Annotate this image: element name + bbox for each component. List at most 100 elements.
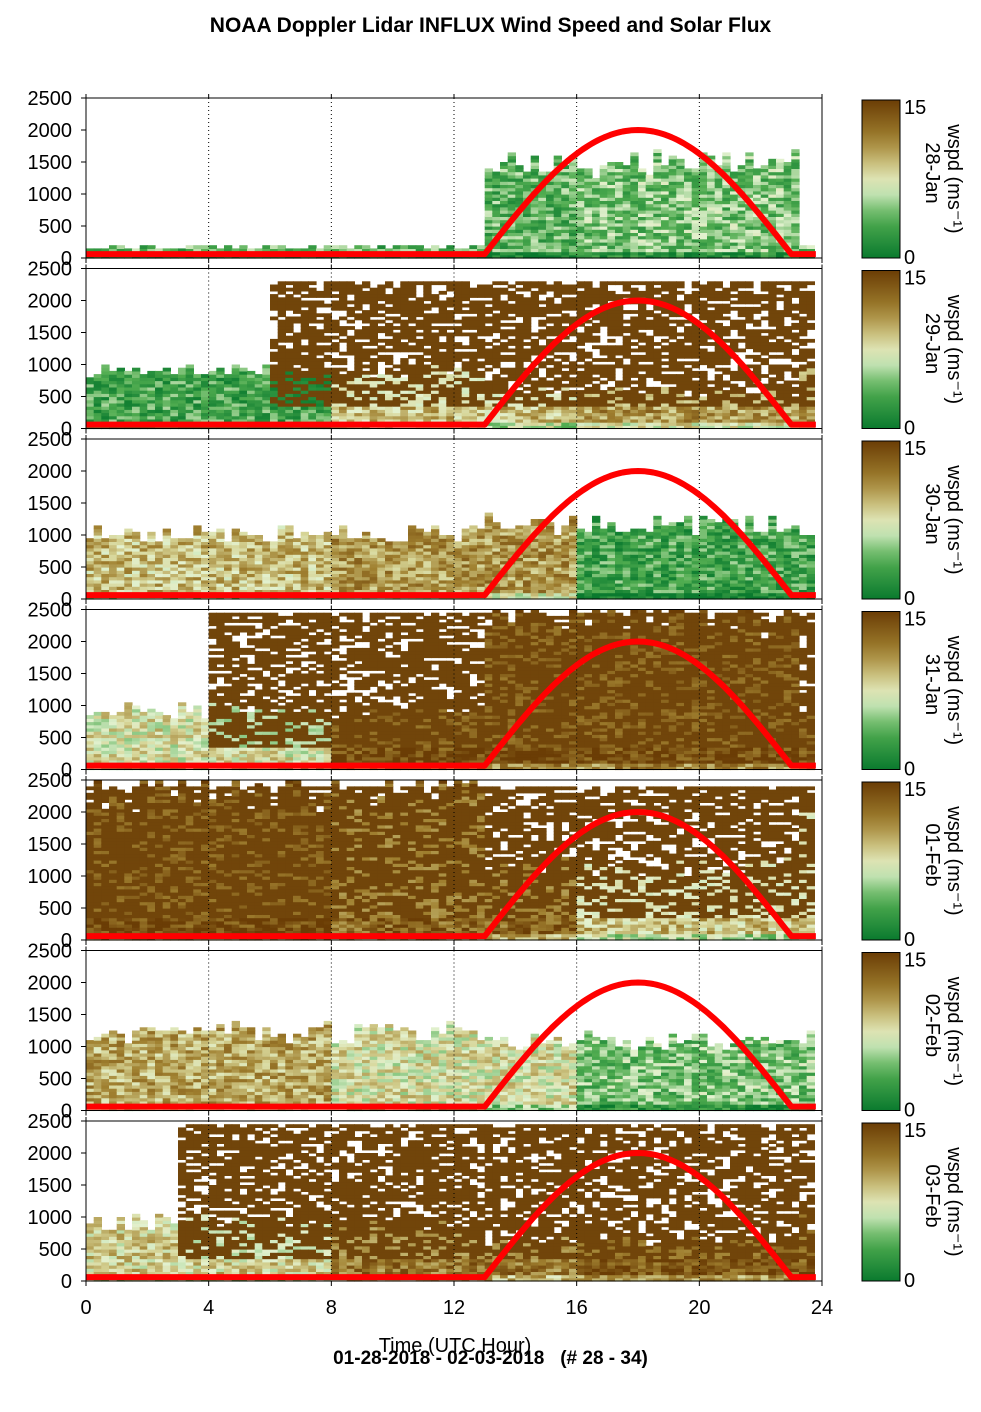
- heatmap-cell: [638, 194, 647, 198]
- heatmap-cell: [454, 399, 463, 404]
- heatmap-cell: [799, 396, 808, 401]
- heatmap-cell: [607, 187, 616, 192]
- heatmap-cell: [124, 586, 133, 590]
- heatmap-cell: [538, 210, 547, 214]
- heatmap-cell: [277, 287, 286, 292]
- heatmap-cell: [500, 409, 509, 414]
- heatmap-cell: [676, 213, 685, 217]
- heatmap-cell: [392, 409, 401, 414]
- heatmap-cell: [354, 393, 363, 398]
- heatmap-cell: [515, 326, 524, 330]
- heatmap-cell: [446, 348, 455, 353]
- heatmap-cell: [776, 178, 785, 182]
- heatmap-cell: [684, 326, 693, 330]
- heatmap-cell: [607, 297, 616, 302]
- heatmap-cell: [469, 245, 478, 249]
- heatmap-cell: [339, 326, 348, 330]
- heatmap-cell: [162, 538, 171, 542]
- heatmap-cell: [339, 380, 348, 385]
- heatmap-cell: [469, 409, 478, 414]
- heatmap-cell: [607, 306, 616, 311]
- heatmap-cell: [684, 235, 693, 240]
- heatmap-cell: [178, 406, 187, 410]
- heatmap-cell: [216, 248, 225, 253]
- heatmap-cell: [385, 390, 394, 394]
- heatmap-cell: [661, 338, 670, 343]
- heatmap-cell: [339, 402, 348, 407]
- heatmap-cell: [592, 206, 601, 211]
- heatmap-cell: [699, 290, 708, 295]
- heatmap-cell: [285, 406, 294, 410]
- heatmap-cell: [584, 245, 593, 249]
- heatmap-cell: [216, 412, 225, 417]
- heatmap-cell: [753, 335, 762, 340]
- heatmap-cell: [201, 589, 210, 594]
- heatmap-cell: [569, 181, 578, 185]
- heatmap-cell: [362, 332, 371, 337]
- heatmap-cell: [722, 406, 731, 410]
- heatmap-cell: [791, 415, 800, 420]
- heatmap-cell: [569, 158, 578, 163]
- heatmap-cell: [300, 287, 309, 292]
- heatmap-cell: [193, 380, 202, 385]
- heatmap-cell: [216, 399, 225, 404]
- heatmap-cell: [546, 190, 555, 195]
- heatmap-cell: [645, 248, 654, 253]
- heatmap-cell: [630, 168, 639, 173]
- heatmap-cell: [645, 422, 654, 426]
- heatmap-cell: [109, 570, 118, 574]
- heatmap-cell: [270, 300, 279, 305]
- heatmap-cell: [124, 589, 133, 594]
- heatmap-cell: [239, 396, 248, 401]
- heatmap-cell: [484, 425, 493, 430]
- heatmap-cell: [645, 310, 654, 314]
- heatmap-cell: [707, 290, 716, 295]
- heatmap-cell: [760, 345, 769, 350]
- heatmap-cell: [400, 310, 409, 314]
- heatmap-cell: [139, 570, 148, 574]
- heatmap-cell: [745, 364, 754, 369]
- heatmap-cell: [277, 374, 286, 378]
- heatmap-cell: [768, 316, 777, 321]
- heatmap-cell: [653, 361, 662, 366]
- heatmap-cell: [630, 332, 639, 337]
- heatmap-cell: [247, 390, 256, 394]
- heatmap-cell: [546, 297, 555, 302]
- heatmap-cell: [676, 194, 685, 198]
- heatmap-cell: [806, 406, 815, 410]
- heatmap-cell: [799, 418, 808, 423]
- heatmap-cell: [607, 358, 616, 362]
- heatmap-cell: [354, 335, 363, 340]
- heatmap-cell: [776, 281, 785, 286]
- heatmap-cell: [622, 206, 631, 211]
- heatmap-cell: [193, 396, 202, 401]
- heatmap-cell: [231, 409, 240, 414]
- heatmap-cell: [691, 335, 700, 340]
- heatmap-cell: [500, 415, 509, 420]
- heatmap-cell: [776, 190, 785, 195]
- heatmap-cell: [607, 171, 616, 176]
- heatmap-cell: [500, 238, 509, 243]
- heatmap-cell: [684, 178, 693, 182]
- heatmap-cell: [461, 326, 470, 330]
- heatmap-cell: [308, 290, 317, 295]
- heatmap-cell: [806, 364, 815, 369]
- heatmap-cell: [722, 203, 731, 208]
- heatmap-cell: [385, 383, 394, 388]
- heatmap-cell: [760, 235, 769, 240]
- heatmap-cell: [155, 370, 164, 375]
- heatmap-cell: [523, 206, 532, 211]
- heatmap-cell: [331, 406, 340, 410]
- heatmap-cell: [791, 338, 800, 343]
- heatmap-cell: [323, 335, 332, 340]
- heatmap-cell: [515, 367, 524, 372]
- heatmap-cell: [515, 313, 524, 318]
- heatmap-cell: [707, 390, 716, 394]
- heatmap-cell: [615, 210, 624, 214]
- heatmap-cell: [684, 335, 693, 340]
- heatmap-cell: [431, 418, 440, 423]
- heatmap-cell: [385, 412, 394, 417]
- heatmap-cell: [185, 576, 194, 581]
- heatmap-cell: [208, 399, 217, 404]
- heatmap-cell: [461, 310, 470, 314]
